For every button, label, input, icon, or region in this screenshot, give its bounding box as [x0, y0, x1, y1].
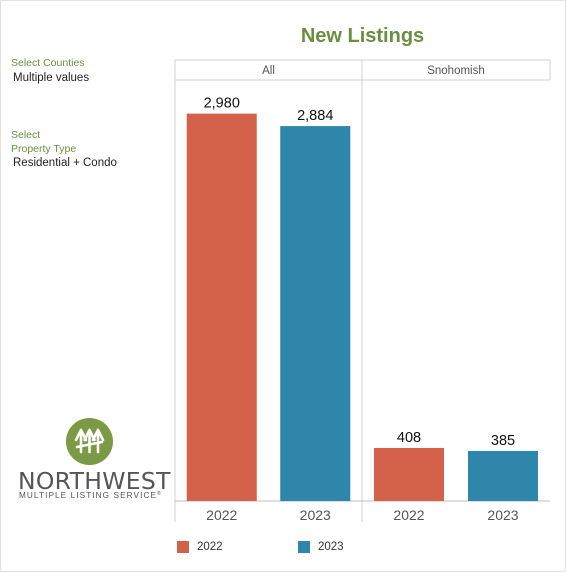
x-tick-snohomish-2023: 2023: [487, 507, 518, 523]
bar-all-2022: [186, 113, 257, 501]
new-listings-chart: All 2,980 2022 2,884 2023 Snohomish 408 2022 385…: [174, 59, 551, 523]
data-label-snohomish-2023: 385: [491, 433, 515, 449]
panel-header-snohomish: Snohomish: [427, 65, 485, 77]
bar-all-2023: [280, 126, 351, 501]
legend-item-2022[interactable]: 2022: [177, 540, 223, 554]
data-label-all-2023: 2,884: [297, 108, 333, 124]
chart-title: New Listings: [300, 25, 425, 47]
property-type-filter-label-line2: Property Type: [11, 143, 77, 155]
data-label-all-2022: 2,980: [204, 96, 240, 112]
chart-legend: 2022 2023: [0, 540, 566, 554]
bar-snohomish-2022: [374, 447, 444, 501]
legend-label-2022: 2022: [197, 541, 223, 553]
counties-filter-label: Select Counties: [11, 57, 85, 69]
panel-header-all: All: [262, 65, 275, 77]
nwmls-logo: NORTHWEST MULTIPLE LISTING SERVICE®: [18, 418, 171, 504]
legend-swatch-2022: [177, 541, 189, 553]
legend-item-2023[interactable]: 2023: [298, 540, 344, 554]
logo-wordmark: NORTHWEST: [18, 467, 171, 495]
data-label-snohomish-2022: 408: [397, 430, 421, 446]
property-type-filter-label-line1: Select: [11, 129, 41, 141]
legend-swatch-2023: [298, 541, 310, 553]
property-type-filter-value[interactable]: Residential + Condo: [13, 157, 117, 169]
x-tick-all-2023: 2023: [300, 507, 331, 523]
trees-logo-icon: [66, 418, 113, 465]
bar-snohomish-2023: [468, 450, 538, 501]
x-tick-all-2022: 2022: [206, 507, 237, 523]
logo-subtitle: MULTIPLE LISTING SERVICE®: [19, 491, 162, 500]
legend-label-2023: 2023: [318, 541, 344, 553]
x-tick-snohomish-2022: 2022: [393, 507, 424, 523]
counties-filter-value[interactable]: Multiple values: [13, 72, 90, 84]
